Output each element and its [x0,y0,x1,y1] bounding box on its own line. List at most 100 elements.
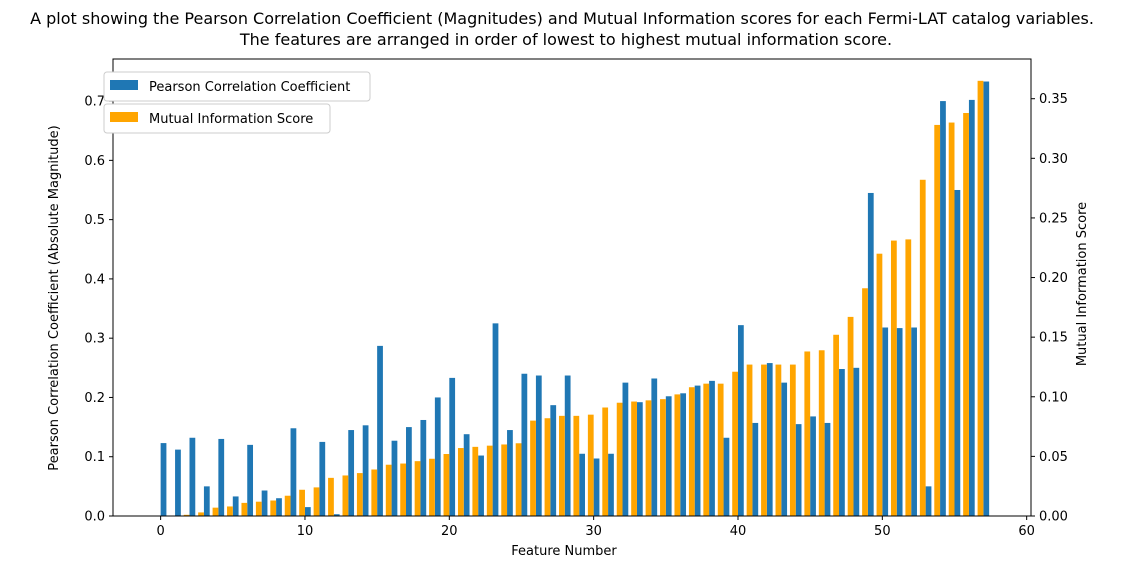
mutual-info-bar-50 [876,253,883,516]
pearson-bar-5 [232,496,239,516]
legend: Pearson Correlation Coefficient Mutual I… [103,71,371,134]
mutual-info-bar-56 [963,113,969,516]
x-axis-label: Feature Number [511,544,617,559]
y2-tick-label: 0.15 [1039,331,1068,346]
mutual-info-bar-39 [717,383,724,516]
pearson-bar-54 [940,101,946,516]
pearson-bar-48 [853,367,860,516]
mutual-info-bar-24 [501,444,508,516]
mutual-info-bar-43 [775,364,782,516]
mutual-info-bar-54 [934,124,941,517]
y2-tick-label: 0.35 [1039,92,1068,107]
mutual-info-bar-4 [212,507,219,516]
pearson-bar-39 [723,437,730,516]
pearson-bar-55 [954,189,961,517]
mutual-info-bar-53 [919,179,926,516]
mutual-info-bar-14 [356,473,363,516]
mutual-info-bar-17 [400,463,407,516]
legend-label-pearson: Pearson Correlation Coefficient [149,80,350,95]
legend-swatch-mutual-info [110,112,138,122]
mutual-info-bar-30 [587,414,594,516]
mutual-info-bar-34 [645,400,652,516]
mutual-info-bar-46 [818,350,825,516]
pearson-bar-12 [333,514,340,516]
pearson-bar-22 [478,455,484,516]
y-tick-label: 0.5 [84,213,105,228]
pearson-bar-31 [608,453,614,516]
mutual-info-bar-25 [515,443,522,516]
pearson-bar-1 [175,449,181,516]
mutual-info-bar-38 [703,383,710,516]
y-axis-label: Pearson Correlation Coefficient (Absolut… [47,125,62,470]
pearson-bar-23 [492,323,499,516]
pearson-bar-8 [276,498,282,516]
pearson-bar-20 [449,377,456,516]
pearson-bar-24 [507,430,513,516]
pearson-bar-47 [839,369,845,516]
mutual-info-bar-5 [227,506,233,516]
pearson-bar-9 [290,428,297,516]
mutual-info-bar-45 [804,351,811,516]
y-tick-label: 0.4 [84,272,105,287]
pearson-bar-26 [535,375,542,516]
mutual-info-bar-23 [486,445,493,516]
mutual-info-bar-3 [198,512,204,516]
pearson-bar-15 [377,345,383,516]
mutual-info-bar-55 [948,122,955,517]
pearson-bar-17 [406,427,412,516]
pearson-bar-51 [896,328,903,516]
mutual-info-bar-12 [328,477,334,516]
legend-swatch-pearson [110,80,138,90]
x-tick-label: 30 [585,524,602,539]
y-tick-label: 0.0 [84,510,105,525]
mutual-info-bar-15 [371,469,378,516]
pearson-bar-13 [348,430,355,516]
mutual-info-bar-10 [299,489,305,516]
pearson-bar-21 [463,434,470,516]
y2-tick-label: 0.30 [1039,152,1068,167]
x-tick-label: 60 [1018,524,1035,539]
pearson-bar-37 [694,385,701,516]
pearson-bar-14 [362,425,369,516]
chart-title-line-2: The features are arranged in order of lo… [239,30,892,49]
mutual-info-bar-22 [472,446,479,516]
mutual-info-bar-19 [429,458,435,516]
pearson-bar-38 [709,380,715,516]
y-tick-label: 0.6 [84,154,105,169]
pearson-bar-3 [203,486,210,516]
pearson-bar-49 [867,192,874,516]
y-tick-label: 0.2 [84,391,105,406]
mutual-info-bar-36 [674,394,681,516]
plot-frame [112,58,1032,517]
mutual-info-bar-42 [761,364,767,516]
mutual-info-bar-44 [789,364,796,516]
pearson-bar-30 [593,458,600,516]
pearson-bar-10 [304,507,311,516]
mutual-info-bar-8 [270,500,277,516]
x-tick-label: 10 [297,524,314,539]
mutual-info-bar-37 [688,387,695,516]
pearson-bar-19 [434,397,441,516]
mutual-info-bar-35 [660,399,666,516]
mutual-info-bar-9 [284,495,291,516]
mutual-info-bar-33 [631,401,637,516]
pearson-bar-40 [737,325,744,516]
mutual-info-bar-40 [732,371,738,516]
x-tick-label: 40 [730,524,747,539]
mutual-info-bar-26 [530,420,536,516]
pearson-bar-56 [968,99,975,517]
y2-axis-label: Mutual Information Score [1075,202,1090,366]
y2-tick-label: 0.10 [1039,390,1068,405]
pearson-bar-27 [550,405,557,516]
bars-layer [160,80,990,517]
mutual-info-bar-7 [255,501,262,516]
pearson-bar-45 [810,416,816,516]
mutual-info-bar-47 [833,334,840,516]
pearson-bar-41 [752,422,759,516]
mutual-info-bar-41 [746,364,753,516]
pearson-bar-2 [189,437,196,516]
mutual-info-bar-28 [559,415,565,516]
pearson-bar-36 [680,393,687,516]
